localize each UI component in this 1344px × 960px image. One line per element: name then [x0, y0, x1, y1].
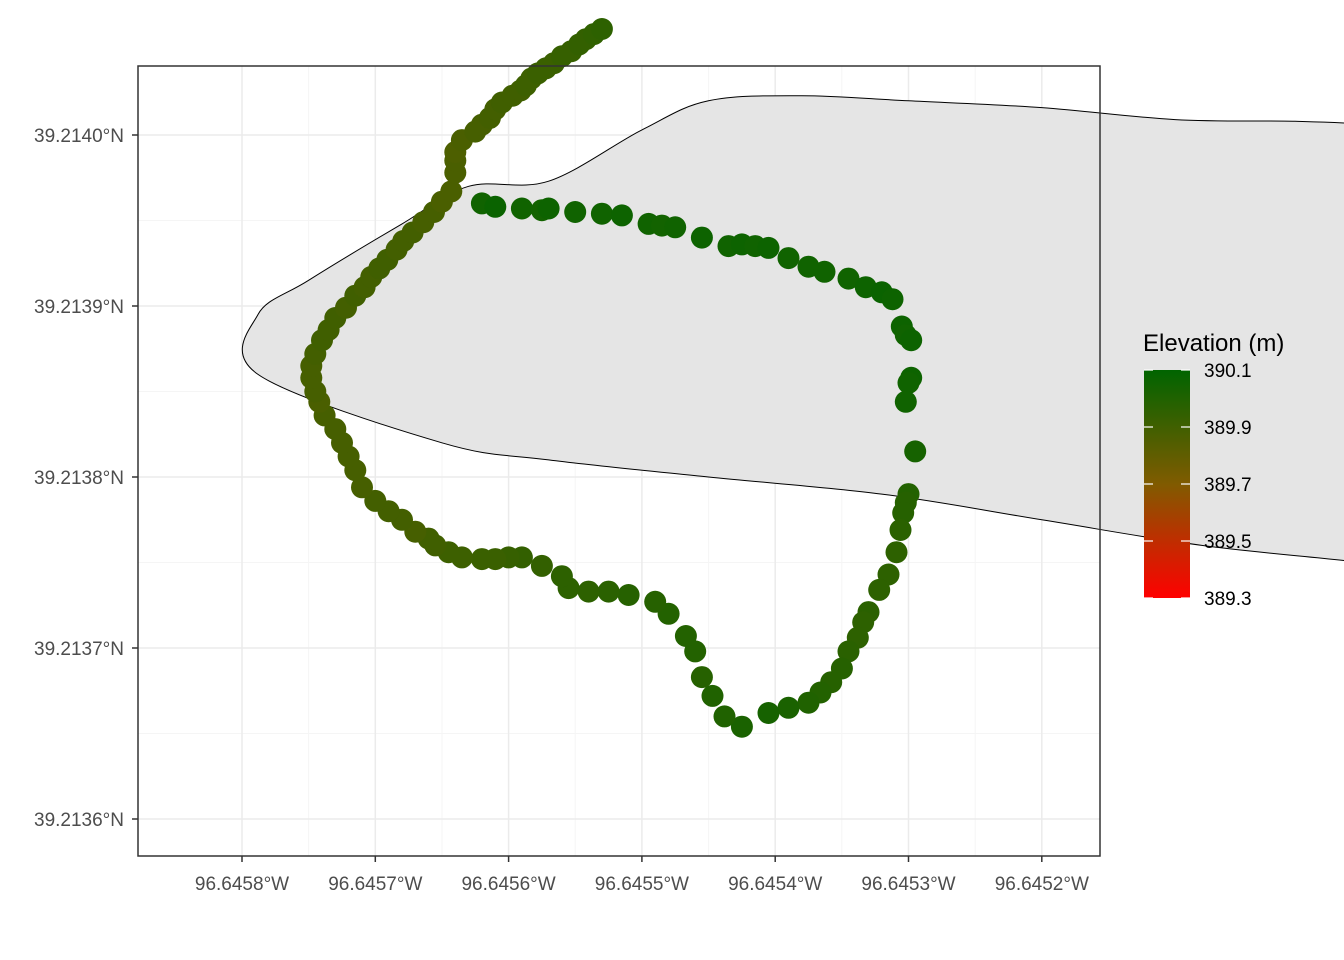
- x-axis: 96.6458°W 96.6457°W 96.6456°W 96.6455°W 96.6…: [195, 856, 1089, 895]
- elevation-point: [885, 541, 908, 564]
- plot-panel: [137, 18, 1344, 857]
- legend-label: 389.9: [1204, 418, 1252, 439]
- elevation-point: [537, 197, 560, 220]
- x-tick-label: 96.6457°W: [328, 874, 422, 895]
- elevation-point: [868, 578, 891, 601]
- y-tick-label: 39.2140°N: [34, 126, 124, 147]
- x-tick-label: 96.6455°W: [595, 874, 689, 895]
- x-tick-label: 96.6456°W: [461, 874, 555, 895]
- y-tick-label: 39.2137°N: [34, 639, 124, 660]
- elevation-point: [897, 371, 920, 394]
- legend-title: Elevation (m): [1143, 330, 1284, 357]
- elevation-point: [440, 180, 463, 203]
- elevation-point: [590, 18, 613, 40]
- legend-ticks: 390.1 389.9 389.7 389.5 389.3: [1144, 361, 1252, 610]
- elevation-points: [300, 18, 927, 738]
- elevation-point: [713, 705, 736, 728]
- panel-border: [137, 65, 1101, 857]
- elevation-point: [892, 501, 915, 524]
- elevation-point: [757, 236, 780, 259]
- elevation-point: [530, 554, 553, 577]
- elevation-point: [590, 202, 613, 225]
- legend-label: 389.7: [1204, 475, 1252, 496]
- elevation-point: [900, 329, 923, 352]
- x-tick-label: 96.6452°W: [995, 874, 1089, 895]
- elevation-point: [617, 584, 640, 606]
- x-tick-label: 96.6458°W: [195, 874, 289, 895]
- elevation-point: [777, 696, 800, 719]
- legend-label: 389.5: [1204, 532, 1252, 553]
- elevation-point: [813, 260, 836, 283]
- x-tick-label: 96.6454°W: [728, 874, 822, 895]
- elevation-point: [610, 204, 633, 227]
- elevation-point: [757, 702, 780, 724]
- legend: Elevation (m) 390.1 389.9 389.7 389.5 389.3: [1143, 330, 1284, 610]
- elevation-point: [881, 288, 904, 311]
- elevation-point: [797, 691, 820, 714]
- elevation-point: [701, 684, 724, 707]
- elevation-point: [597, 580, 620, 603]
- elevation-point: [484, 195, 507, 218]
- elevation-point: [730, 715, 753, 738]
- elevation-point: [904, 440, 927, 463]
- elevation-point: [470, 548, 493, 571]
- elevation-point: [550, 565, 573, 588]
- elevation-point: [564, 201, 587, 223]
- elevation-point: [889, 519, 912, 541]
- elevation-point: [364, 489, 387, 512]
- elevation-point: [510, 197, 533, 220]
- x-tick-label: 96.6453°W: [861, 874, 955, 895]
- elevation-point: [894, 390, 917, 413]
- elevation-point: [577, 580, 600, 603]
- elevation-point: [690, 226, 713, 249]
- legend-label: 390.1: [1204, 361, 1252, 382]
- elevation-point: [674, 625, 697, 647]
- elevation-point: [690, 666, 713, 689]
- y-tick-label: 39.2139°N: [34, 297, 124, 318]
- elevation-point: [837, 640, 860, 663]
- elevation-point: [351, 476, 373, 499]
- elevation-point: [644, 590, 667, 613]
- elevation-point: [777, 247, 800, 270]
- legend-label: 389.3: [1204, 589, 1252, 610]
- y-tick-label: 39.2138°N: [34, 468, 124, 489]
- elevation-point: [837, 267, 860, 290]
- elevation-point: [664, 216, 687, 239]
- y-axis: 39.2136°N 39.2137°N 39.2138°N 39.2139°N 39.2…: [34, 126, 138, 831]
- y-tick-label: 39.2136°N: [34, 810, 124, 831]
